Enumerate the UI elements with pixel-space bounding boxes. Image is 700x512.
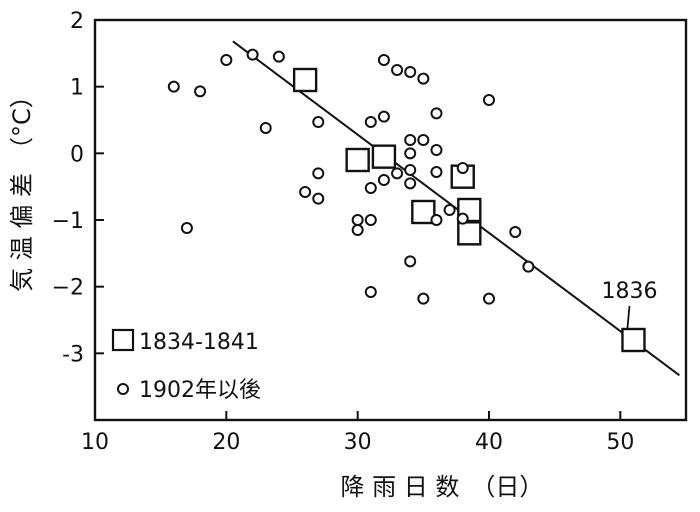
circle-point bbox=[404, 147, 417, 160]
circle-point bbox=[351, 224, 364, 236]
y-tick-label: 1 bbox=[70, 76, 84, 101]
legend-label-1834-1841: 1834-1841 bbox=[139, 330, 259, 355]
data-points bbox=[167, 48, 646, 353]
x-tick-label: 20 bbox=[212, 430, 240, 455]
y-tick-label: 0 bbox=[70, 142, 84, 167]
x-tick-label: 10 bbox=[81, 430, 109, 455]
square-point bbox=[457, 221, 482, 246]
circle-point bbox=[456, 162, 469, 174]
trend-line-group bbox=[232, 40, 681, 377]
annotations: 1836 bbox=[601, 279, 657, 329]
circle-point bbox=[404, 134, 417, 146]
circle-point bbox=[312, 192, 325, 205]
circle-point bbox=[351, 214, 364, 226]
x-axis-ticks: 10 20 30 40 50 bbox=[81, 411, 634, 455]
square-point bbox=[345, 147, 370, 173]
circle-point bbox=[483, 292, 495, 305]
circle-point bbox=[364, 214, 377, 226]
circle-point bbox=[417, 134, 430, 146]
circle-point bbox=[272, 50, 285, 63]
circle-point bbox=[312, 167, 325, 180]
x-tick-label: 30 bbox=[344, 430, 372, 455]
legend-circle-marker bbox=[117, 383, 129, 395]
x-tick-label: 50 bbox=[606, 430, 634, 455]
annotation-label: 1836 bbox=[601, 279, 657, 304]
circle-point bbox=[220, 54, 233, 66]
y-tick-label: 2 bbox=[70, 9, 84, 34]
square-point bbox=[292, 67, 318, 93]
y-tick-label: −2 bbox=[52, 276, 84, 301]
circle-point bbox=[194, 85, 207, 98]
circle-point bbox=[443, 204, 456, 216]
square-point bbox=[411, 199, 436, 225]
circle-point bbox=[364, 116, 377, 128]
circle-point bbox=[299, 186, 312, 198]
plot-border bbox=[93, 18, 688, 422]
circle-point bbox=[246, 48, 259, 61]
circle-point bbox=[391, 64, 404, 76]
circle-point bbox=[456, 212, 469, 225]
circle-point bbox=[522, 260, 535, 273]
legend-label-1902: 1902年以後 bbox=[139, 378, 261, 403]
plot-frame bbox=[93, 18, 688, 422]
circle-point bbox=[391, 167, 404, 180]
y-axis-ticks: 2 1 0 −1 −2 -3 bbox=[52, 9, 104, 367]
circle-point bbox=[483, 94, 495, 106]
y-tick-label: -3 bbox=[62, 342, 84, 367]
circle-point bbox=[364, 182, 377, 194]
circle-point bbox=[404, 177, 417, 190]
legend: 1834-1841 1902年以後 bbox=[111, 328, 261, 403]
circle-point bbox=[404, 164, 417, 176]
circle-point bbox=[377, 110, 390, 123]
circle-point bbox=[417, 292, 430, 305]
annotation-leader-line bbox=[626, 305, 631, 329]
circle-point bbox=[377, 174, 390, 186]
y-tick-label: −1 bbox=[52, 209, 84, 234]
circle-point bbox=[430, 144, 443, 156]
circle-point bbox=[509, 226, 522, 238]
x-tick-label: 40 bbox=[475, 430, 503, 455]
circle-point bbox=[167, 80, 180, 93]
circle-point bbox=[430, 214, 443, 226]
circle-point bbox=[259, 122, 272, 134]
circle-point bbox=[430, 107, 443, 120]
circle-point bbox=[404, 66, 417, 78]
circle-point bbox=[364, 286, 377, 298]
square-point bbox=[621, 327, 646, 353]
legend-square-marker bbox=[111, 328, 135, 352]
circle-point bbox=[417, 72, 430, 85]
square-point bbox=[371, 144, 397, 169]
y-axis-title: 気 温 偏 差 （°C） bbox=[8, 84, 36, 292]
circle-point bbox=[312, 116, 325, 128]
trend-line bbox=[232, 40, 681, 377]
circle-point bbox=[377, 54, 390, 66]
circle-point bbox=[404, 255, 417, 268]
circle-point bbox=[180, 222, 193, 234]
circle-point bbox=[430, 166, 443, 178]
x-axis-title: 降 雨 日 数 （日） bbox=[341, 473, 544, 501]
